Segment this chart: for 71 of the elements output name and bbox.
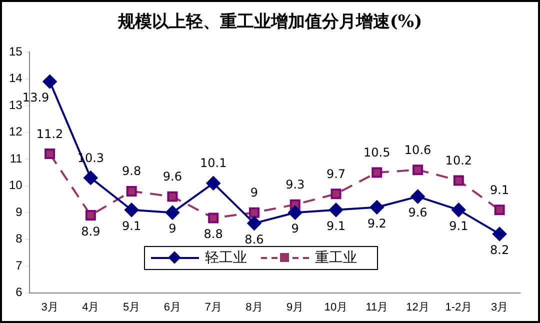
point [124, 202, 139, 217]
point [42, 74, 57, 89]
data-label: 9 [291, 222, 299, 236]
x-tick-label: 8月 [246, 301, 263, 314]
point [410, 190, 425, 204]
x-tick-label: 7月 [204, 301, 222, 314]
point [412, 164, 424, 176]
y-tick-label: 12 [8, 124, 23, 139]
data-label: 9 [250, 186, 258, 200]
y-tick-label: 15 [8, 44, 23, 59]
y-tick-label: 9 [16, 204, 23, 219]
point [329, 202, 344, 217]
data-label: 9 [168, 222, 176, 236]
point [492, 226, 507, 241]
point [494, 204, 505, 216]
x-tick-label: 3月 [41, 301, 58, 314]
y-tick-label: 14 [8, 71, 23, 86]
point [247, 216, 262, 230]
data-label: 8.9 [81, 224, 100, 238]
data-label: 9.7 [326, 166, 346, 181]
y-tick-label: 13 [8, 98, 23, 112]
data-label: 10.1 [200, 156, 227, 170]
data-label: 8.8 [204, 226, 223, 241]
chart-title: 规模以上轻、重工业增加值分月增速(%) [116, 11, 424, 33]
data-label: 9.6 [408, 206, 428, 220]
y-tick-label: 6 [16, 285, 23, 300]
data-label: 10.2 [445, 154, 472, 168]
x-tick-label: 4月 [82, 301, 100, 314]
point [372, 167, 382, 178]
x-tick-label: 1-2月 [445, 301, 472, 314]
data-label: 13.9 [22, 90, 50, 105]
x-tick-label: 6月 [164, 301, 182, 314]
x-tick-label: 11月 [366, 301, 388, 314]
legend-label: 重工业 [315, 249, 357, 267]
data-label: 10.5 [364, 146, 390, 160]
point [370, 200, 384, 214]
point [248, 207, 260, 218]
point [165, 206, 180, 220]
point [167, 191, 178, 202]
point [208, 212, 219, 224]
y-tick-label: 7 [16, 258, 23, 272]
data-label: 9.3 [286, 178, 305, 192]
x-tick-label: 5月 [123, 301, 140, 314]
point [330, 188, 342, 200]
point [85, 210, 96, 221]
point [84, 170, 98, 185]
data-label: 8.2 [490, 242, 510, 257]
data-label: 8.6 [244, 232, 264, 246]
data-label: 10.6 [404, 142, 432, 157]
legend-label: 轻工业 [205, 249, 247, 267]
data-label: 9.1 [490, 182, 510, 197]
data-label: 9.8 [122, 164, 142, 178]
y-tick-label: 11 [10, 151, 23, 166]
data-label: 9.1 [326, 218, 346, 233]
data-label: 9.1 [122, 218, 142, 233]
x-tick-label: 12月 [406, 301, 430, 314]
point [452, 202, 466, 217]
x-tick-label: 9月 [286, 301, 304, 314]
data-label: 11.2 [36, 126, 64, 141]
point [44, 148, 56, 160]
data-label: 9.6 [162, 170, 182, 184]
x-tick-label: 3月 [490, 301, 508, 314]
x-tick-label: 10月 [324, 301, 348, 314]
point [126, 186, 137, 196]
y-tick-label: 10 [8, 178, 23, 192]
data-label: 9.2 [367, 216, 386, 230]
point [288, 206, 302, 220]
y-tick-label: 8 [16, 232, 23, 246]
point [453, 175, 464, 186]
data-label: 9.1 [449, 218, 468, 233]
point [206, 176, 220, 190]
